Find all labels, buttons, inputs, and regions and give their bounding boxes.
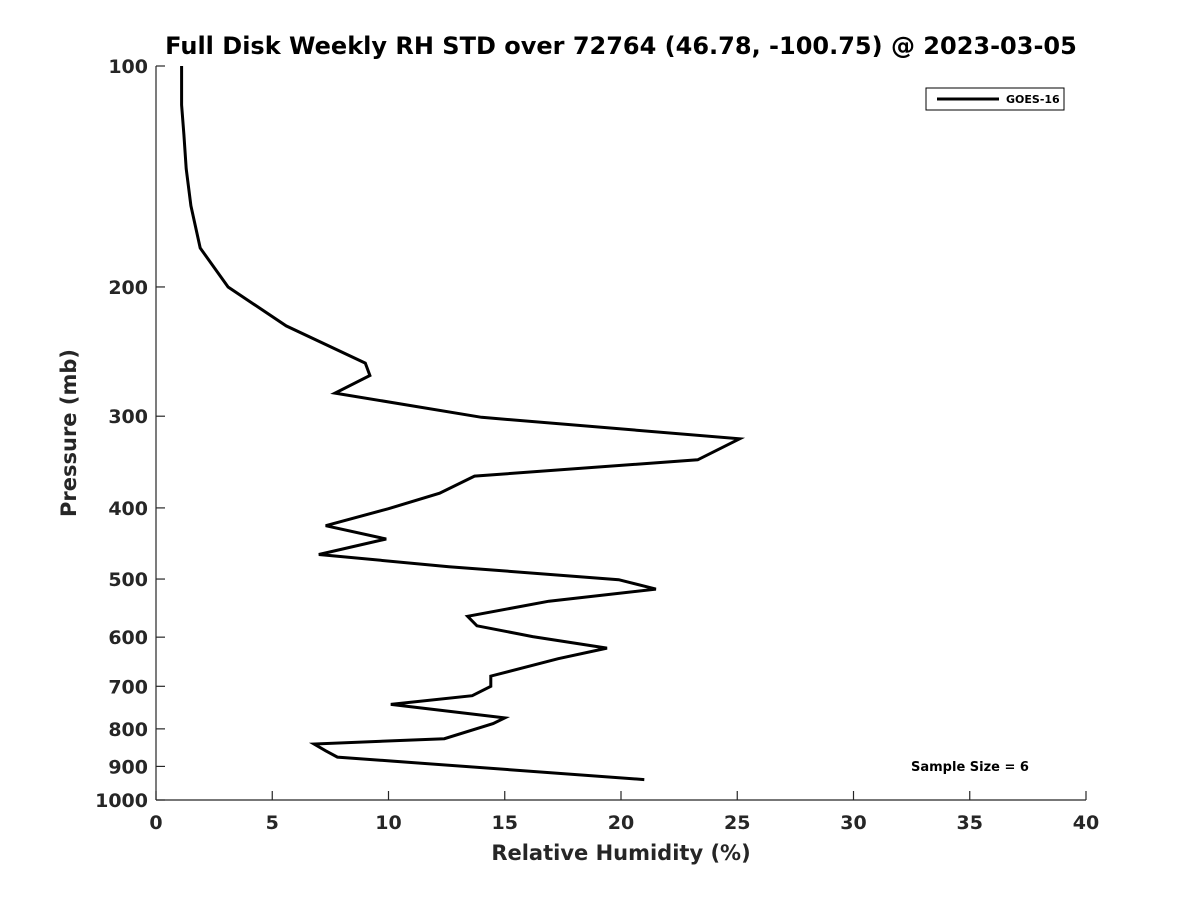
x-axis-ticks: 0 5 10 15 20 25 30 35 40 (149, 791, 1099, 834)
legend-label-goes-16: GOES-16 (1006, 93, 1060, 106)
x-tick-label: 35 (957, 812, 983, 834)
y-tick-label: 800 (108, 719, 148, 741)
x-tick-label: 5 (266, 812, 279, 834)
y-tick-label: 900 (108, 756, 148, 778)
y-axis-label: Pressure (mb) (57, 349, 81, 517)
y-tick-label: 300 (108, 406, 148, 428)
x-tick-label: 40 (1073, 812, 1099, 834)
y-tick-label: 700 (108, 676, 148, 698)
y-axis-ticks: 100 200 300 400 500 600 700 800 900 1000 (95, 56, 165, 812)
x-tick-label: 20 (608, 812, 634, 834)
y-tick-label: 1000 (95, 790, 148, 812)
x-tick-label: 30 (840, 812, 866, 834)
y-tick-label: 600 (108, 627, 148, 649)
x-tick-label: 25 (724, 812, 750, 834)
chart-title: Full Disk Weekly RH STD over 72764 (46.7… (165, 32, 1077, 60)
y-tick-label: 400 (108, 498, 148, 520)
x-axis-label: Relative Humidity (%) (491, 841, 750, 865)
x-tick-label: 10 (375, 812, 401, 834)
series-group (180, 66, 746, 782)
series-line-goes-16 (180, 66, 746, 782)
legend: GOES-16 (925, 87, 1065, 111)
x-tick-label: 15 (492, 812, 518, 834)
x-tick-label: 0 (149, 812, 162, 834)
sample-size-annotation: Sample Size = 6 (911, 760, 1029, 775)
y-tick-label: 100 (108, 56, 148, 78)
y-tick-label: 200 (108, 277, 148, 299)
y-tick-label: 500 (108, 569, 148, 591)
